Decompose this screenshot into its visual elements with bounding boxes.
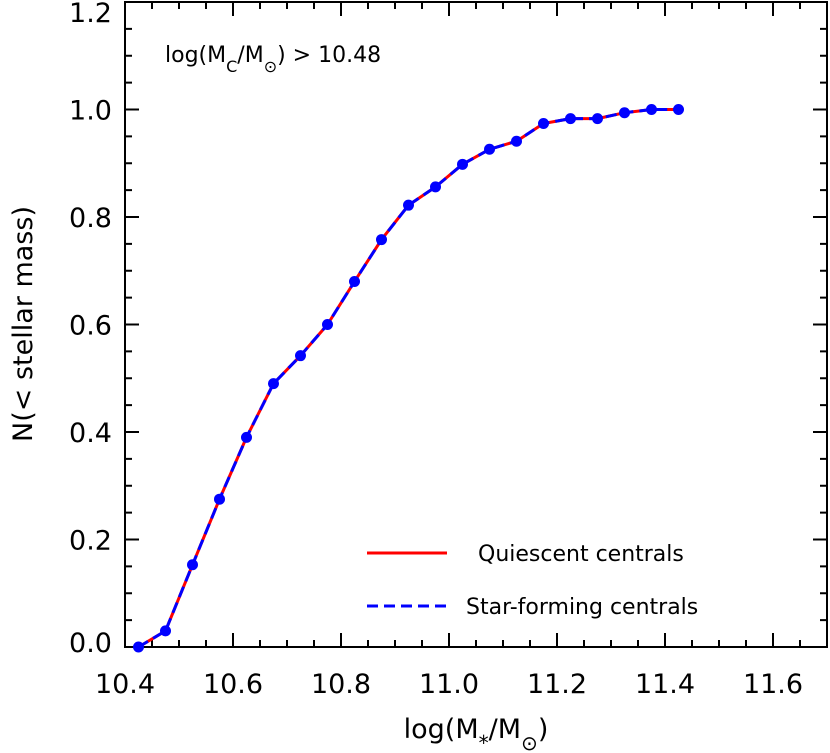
data-point [214,493,225,505]
y-tick-label: 0.8 [69,203,112,234]
data-point [430,181,441,193]
data-point [511,135,522,147]
x-tick-label: 10.4 [95,669,155,700]
legend-label-starforming: Star-forming centrals [466,595,698,620]
data-point [349,276,360,287]
ticks [124,1,828,648]
data-point [403,199,414,211]
y-tick-label: 0.4 [69,418,112,449]
y-tick-label: 1.2 [69,0,112,29]
data-point [538,117,549,129]
y-tick-label: 1.0 [69,96,112,127]
x-tick-label: 10.6 [203,669,263,700]
plot-frame [124,1,828,648]
data-point [619,107,630,119]
data-point [646,104,657,115]
y-tick-label: 0.0 [69,628,112,659]
data-point [160,625,171,637]
y-tick-label: 0.2 [69,526,112,557]
markers [133,104,684,653]
data-point [187,559,198,571]
x-tick-label: 11.2 [527,669,587,700]
data-point [268,378,279,390]
x-tick-label: 10.8 [311,669,371,700]
series-line-star-forming-centrals [137,108,679,649]
legend-label-quiescent: Quiescent centrals [478,542,684,567]
legend: Quiescent centrals Star-forming centrals [367,542,698,620]
data-point [295,350,306,362]
data-point [673,104,684,115]
x-tick-label: 11.4 [635,669,695,700]
data-point [484,143,495,155]
data-point [565,113,576,125]
tick-labels: 10.4 10.6 10.8 11.0 11.2 11.4 11.6 0.0 0.2 0.4 0.6… [69,0,803,700]
y-axis-title: N(< stellar mass) [8,206,39,442]
data-point [322,319,333,330]
data-point [592,113,603,125]
data-point [133,641,144,653]
x-tick-label: 11.6 [743,669,803,700]
data-point [241,431,252,443]
data-point [457,158,468,170]
data-point [376,234,387,246]
y-tick-label: 0.6 [69,311,112,342]
x-axis-title: log(M*/M⊙) [404,714,549,753]
x-tick-label: 11.0 [419,669,479,700]
annotation-text: log(MC/M⊙) > 10.48 [165,43,381,76]
